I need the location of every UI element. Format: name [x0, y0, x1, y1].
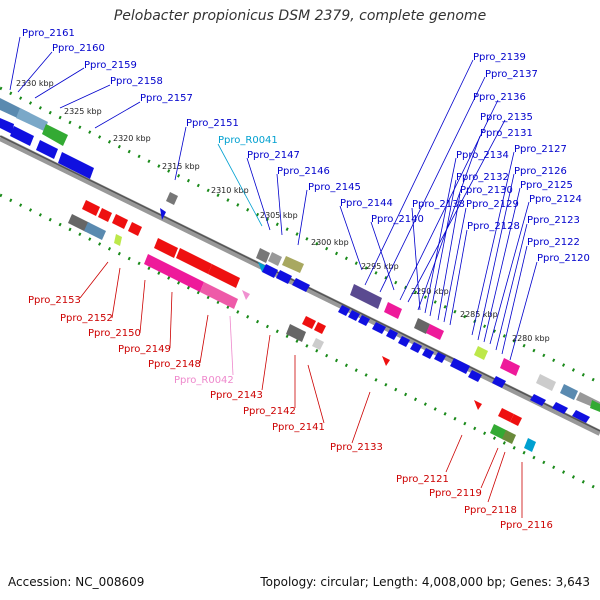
gene-label: Ppro_2151 — [186, 118, 239, 129]
map-title: Pelobacter propionicus DSM 2379, complet… — [113, 8, 487, 24]
tick-label: 2290 kbp — [411, 287, 449, 296]
tick-label: 2280 kbp — [512, 334, 550, 343]
gene-label: Ppro_2134 — [456, 150, 509, 161]
gene-label: Ppro_2119 — [429, 488, 482, 499]
gene-label: Ppro_2159 — [84, 60, 137, 71]
gene-label: Ppro_2132 — [456, 172, 509, 183]
gene-label: Ppro_2128 — [467, 221, 520, 232]
forward-strand-genes — [0, 98, 600, 423]
gene-label: Ppro_2135 — [480, 112, 533, 123]
upper-tick-rail — [0, 86, 600, 385]
gene-label: Ppro_2122 — [527, 237, 580, 248]
gene-label: Ppro_2141 — [272, 422, 325, 433]
gene-label: Ppro_2148 — [148, 359, 201, 370]
gene-label: Ppro_2126 — [514, 166, 567, 177]
gene-label: Ppro_2145 — [308, 182, 361, 193]
gene-label: Ppro_2116 — [500, 520, 553, 531]
gene-label: Ppro_2153 — [28, 295, 81, 306]
tick-label: 2330 kbp — [16, 79, 54, 88]
tick-label: 2300 kbp — [311, 238, 349, 247]
gene-label: Ppro_R0041 — [218, 135, 278, 146]
gene-label: Ppro_2139 — [473, 52, 526, 63]
tick-label: 2295 kbp — [361, 262, 399, 271]
gene-label: Ppro_2160 — [52, 43, 105, 54]
gene-label: Ppro_2146 — [277, 166, 330, 177]
bottom-leader-lines — [79, 261, 523, 518]
gene-label: Ppro_2120 — [537, 253, 590, 264]
tick-label: 2310 kbp — [211, 186, 249, 195]
gene-label: Ppro_2133 — [330, 442, 383, 453]
gene-label: Ppro_2140 — [371, 214, 424, 225]
gene-label: Ppro_2157 — [140, 93, 193, 104]
gene-label: Ppro_2131 — [480, 128, 533, 139]
tick-label: 2315 kbp — [162, 162, 200, 171]
gene-label: Ppro_2150 — [88, 328, 141, 339]
gene-label: Ppro_2147 — [247, 150, 300, 161]
gene-label: Ppro_2129 — [466, 199, 519, 210]
tick-label: 2305 kbp — [260, 211, 298, 220]
gene-label: Ppro_2130 — [460, 185, 513, 196]
gene-label: Ppro_2121 — [396, 474, 449, 485]
gene-label: Ppro_R0042 — [174, 375, 234, 386]
gene-label: Ppro_2123 — [527, 215, 580, 226]
gene-label: Ppro_2127 — [514, 144, 567, 155]
gene-label: Ppro_2125 — [520, 180, 573, 191]
gene-label: Ppro_2118 — [464, 505, 517, 516]
tick-label: 2320 kbp — [113, 134, 151, 143]
gene-label: Ppro_2143 — [210, 390, 263, 401]
gene-label: Ppro_2149 — [118, 344, 171, 355]
top-leader-lines — [9, 36, 538, 361]
gene-label: Ppro_2144 — [340, 198, 393, 209]
reverse-strand-genes — [68, 200, 536, 452]
lower-tick-rail — [0, 193, 600, 492]
gene-label: Ppro_2142 — [243, 406, 296, 417]
gene-label: Ppro_2136 — [473, 92, 526, 103]
tick-label: 2325 kbp — [64, 107, 102, 116]
topology-text: Topology: circular; Length: 4,008,000 bp… — [260, 575, 590, 589]
gene-label: Ppro_2124 — [529, 194, 582, 205]
gene-label: Ppro_2158 — [110, 76, 163, 87]
gene-label: Ppro_2152 — [60, 313, 113, 324]
gene-label: Ppro_2138 — [412, 199, 465, 210]
gene-label: Ppro_2161 — [22, 28, 75, 39]
accession-text: Accession: NC_008609 — [8, 575, 145, 589]
gene-label: Ppro_2137 — [485, 69, 538, 80]
tick-label: 2285 kbp — [460, 310, 498, 319]
